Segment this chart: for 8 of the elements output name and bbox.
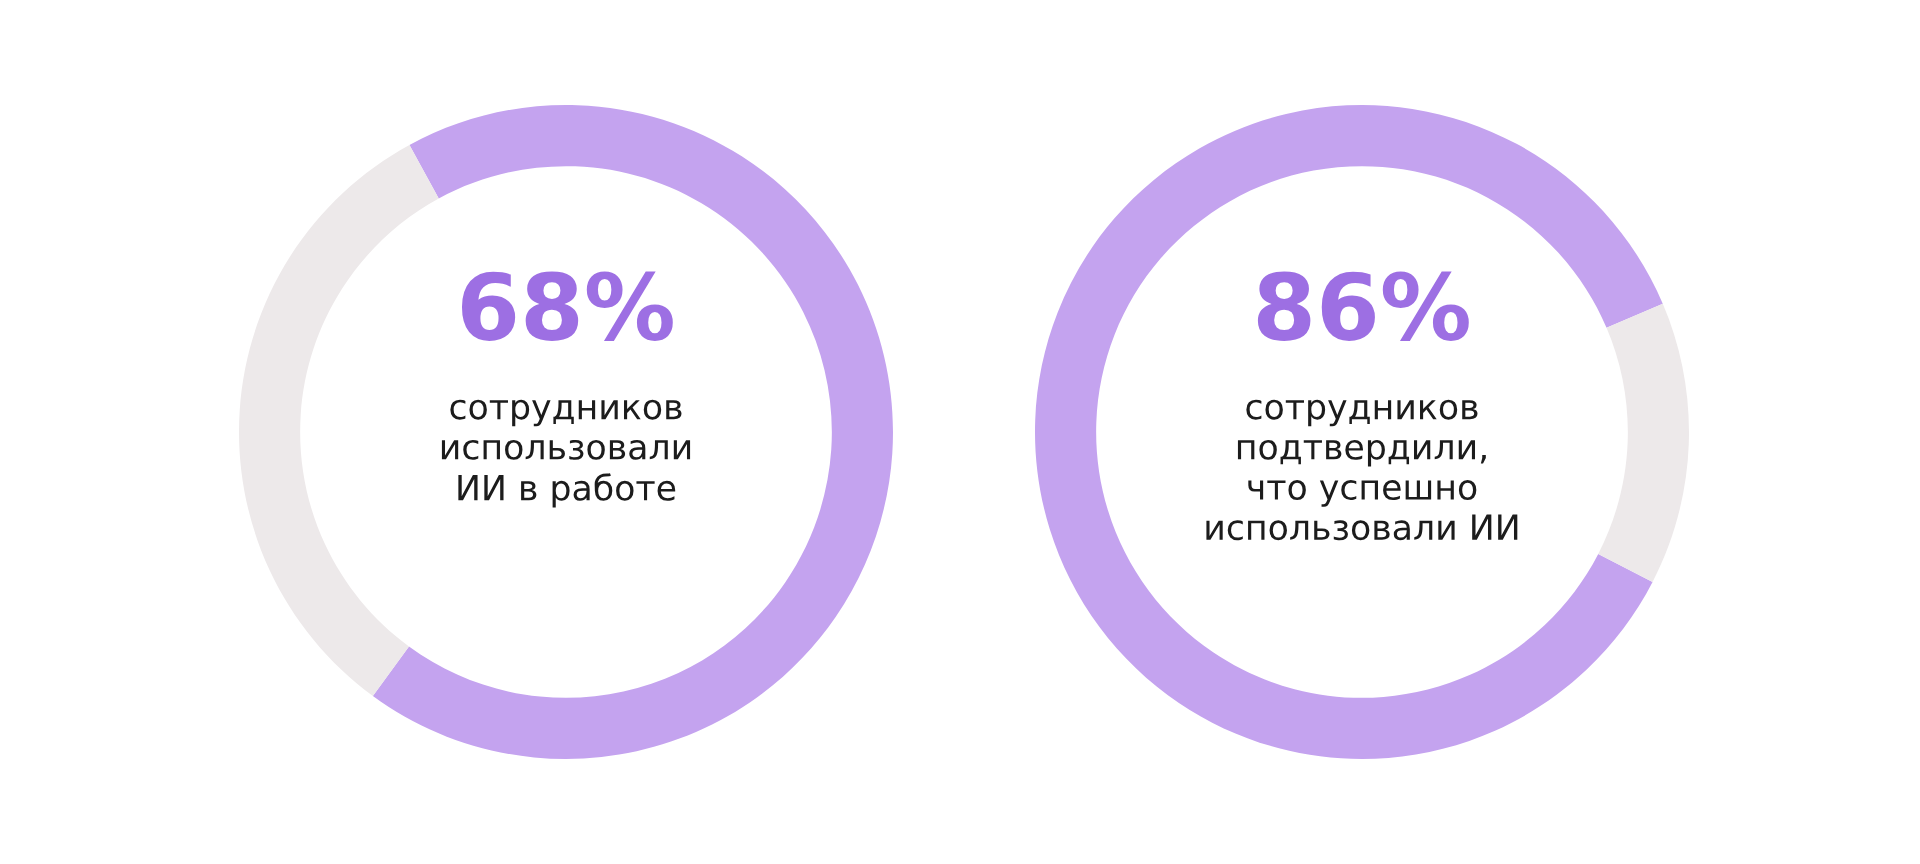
donut-slice <box>1035 105 1663 759</box>
text: сотрудников подтвердили, что успешно использовали ИИ <box>1206 399 1518 541</box>
text: 68% <box>461 271 673 341</box>
text: сотрудников использовали ИИ в работе <box>441 399 691 508</box>
donut-slice <box>239 144 439 696</box>
donut-slice <box>372 105 893 759</box>
donut-slice <box>1598 303 1689 582</box>
text: 86% <box>1257 271 1469 341</box>
